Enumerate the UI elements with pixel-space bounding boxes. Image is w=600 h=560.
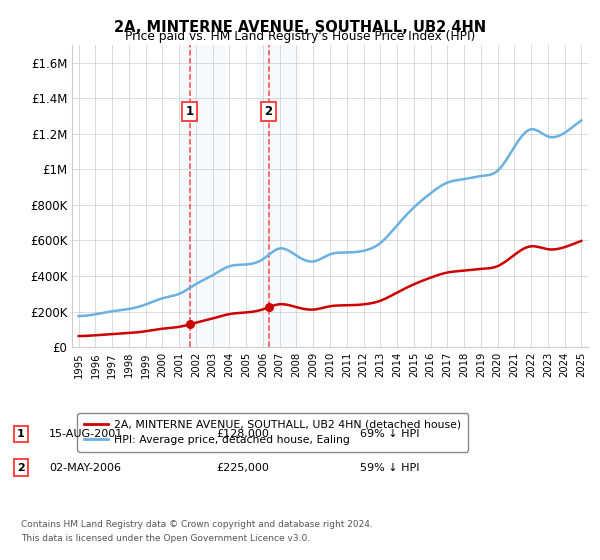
Text: Contains HM Land Registry data © Crown copyright and database right 2024.: Contains HM Land Registry data © Crown c…: [21, 520, 373, 529]
Text: 1: 1: [17, 429, 25, 439]
Bar: [256, 45, 300, 347]
Text: 69% ↓ HPI: 69% ↓ HPI: [360, 429, 419, 439]
Text: 2: 2: [265, 105, 272, 118]
Text: 2A, MINTERNE AVENUE, SOUTHALL, UB2 4HN: 2A, MINTERNE AVENUE, SOUTHALL, UB2 4HN: [114, 20, 486, 35]
Text: 1: 1: [185, 105, 194, 118]
Text: 59% ↓ HPI: 59% ↓ HPI: [360, 463, 419, 473]
Text: 15-AUG-2001: 15-AUG-2001: [49, 429, 124, 439]
Text: This data is licensed under the Open Government Licence v3.0.: This data is licensed under the Open Gov…: [21, 534, 310, 543]
Text: £225,000: £225,000: [216, 463, 269, 473]
Text: 02-MAY-2006: 02-MAY-2006: [49, 463, 121, 473]
Bar: [179, 45, 226, 347]
Text: £128,000: £128,000: [216, 429, 269, 439]
Text: 2: 2: [17, 463, 25, 473]
Legend: 2A, MINTERNE AVENUE, SOUTHALL, UB2 4HN (detached house), HPI: Average price, det: 2A, MINTERNE AVENUE, SOUTHALL, UB2 4HN (…: [77, 413, 468, 451]
Text: Price paid vs. HM Land Registry's House Price Index (HPI): Price paid vs. HM Land Registry's House …: [125, 30, 475, 43]
